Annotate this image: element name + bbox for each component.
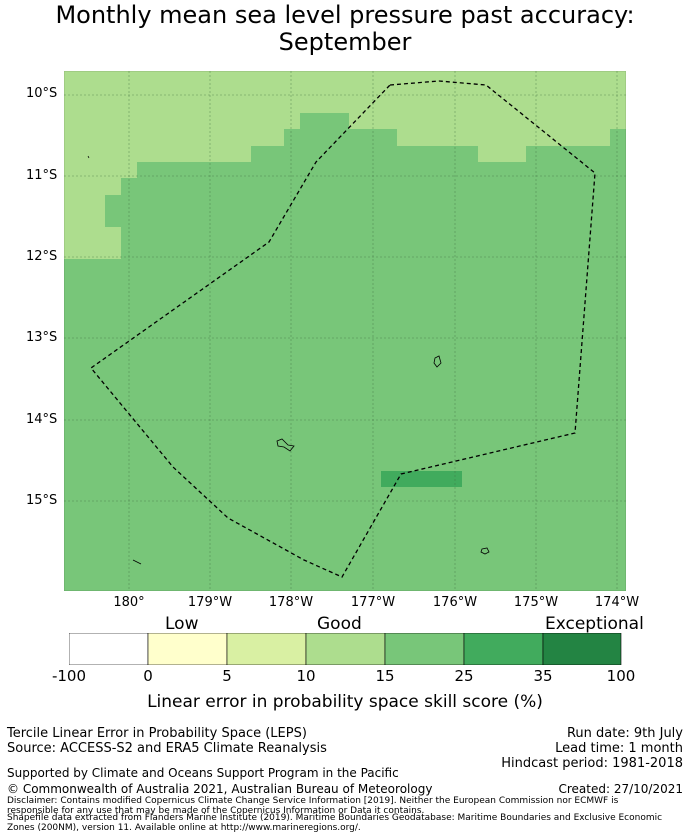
cbar-seg-7 <box>542 633 622 665</box>
lon-label-175w: 175°W <box>513 595 559 610</box>
cbar-tick-8: 100 <box>606 667 636 685</box>
lat-label-12s: 12°S <box>26 249 58 264</box>
lat-label-15s: 15°S <box>26 493 58 508</box>
lon-label-180: 180° <box>113 595 145 610</box>
cbar-seg-5 <box>384 633 465 665</box>
colorbar-label: Linear error in probability space skill … <box>147 692 543 712</box>
island-1 <box>433 355 442 368</box>
island-2 <box>276 438 295 452</box>
cbar-seg-4 <box>305 633 386 665</box>
lon-label-176w: 176°W <box>432 595 478 610</box>
island-5 <box>87 155 90 159</box>
footer-disclaimer-2: responsible for any use that may be made… <box>7 806 425 816</box>
footer-copyright: © Commonwealth of Australia 2021, Austra… <box>7 782 433 796</box>
footer-run-date: Run date: 9th July <box>566 726 683 741</box>
lon-label-178w: 178°W <box>268 595 314 610</box>
lon-label-177w: 177°W <box>350 595 396 610</box>
islands <box>87 155 490 565</box>
cbar-tick-3: 5 <box>222 667 232 685</box>
category-exceptional: Exceptional <box>545 614 644 634</box>
footer-leps: Tercile Linear Error in Probability Spac… <box>7 726 307 741</box>
high-skill-patch <box>381 471 462 487</box>
cbar-seg-1 <box>69 633 149 665</box>
title-line-2: September <box>278 28 412 56</box>
footer-created: Created: 27/10/2021 <box>558 782 683 796</box>
cbar-tick-7: 35 <box>533 667 553 685</box>
category-good: Good <box>317 614 362 634</box>
island-3 <box>480 547 490 555</box>
island-4 <box>132 559 142 565</box>
lat-label-10s: 10°S <box>26 86 58 101</box>
footer-hindcast: Hindcast period: 1981-2018 <box>501 756 683 771</box>
skill-map <box>64 71 626 591</box>
category-low: Low <box>165 614 199 634</box>
cbar-seg-3 <box>226 633 307 665</box>
fair-skill-region <box>64 71 626 259</box>
lon-label-174w: 174°W <box>594 595 640 610</box>
footer-source: Source: ACCESS-S2 and ERA5 Climate Reana… <box>7 741 327 756</box>
eez-boundary <box>90 80 596 578</box>
footer-support: Supported by Climate and Oceans Support … <box>7 766 399 780</box>
cbar-seg-6 <box>463 633 544 665</box>
title-line-1: Monthly mean sea level pressure past acc… <box>55 1 635 29</box>
cbar-tick-6: 25 <box>454 667 474 685</box>
footer-disclaimer-4: Zones (200NM), version 11. Available onl… <box>7 823 361 833</box>
cbar-tick-2: 0 <box>143 667 153 685</box>
grid-lines <box>64 71 626 591</box>
cbar-tick-5: 15 <box>375 667 395 685</box>
cbar-tick-4: 10 <box>296 667 316 685</box>
lon-label-179w: 179°W <box>187 595 233 610</box>
lat-label-14s: 14°S <box>26 412 58 427</box>
footer-disclaimer-3: Shapefile data extracted from Flanders M… <box>7 813 663 823</box>
cbar-seg-2 <box>147 633 228 665</box>
cbar-tick-1: -100 <box>51 667 87 685</box>
footer-disclaimer-1: Disclaimer: Contains modified Copernicus… <box>7 796 619 806</box>
colorbar <box>69 633 622 665</box>
footer-lead-time: Lead time: 1 month <box>555 741 683 756</box>
lat-label-13s: 13°S <box>26 330 58 345</box>
lat-label-11s: 11°S <box>26 168 58 183</box>
